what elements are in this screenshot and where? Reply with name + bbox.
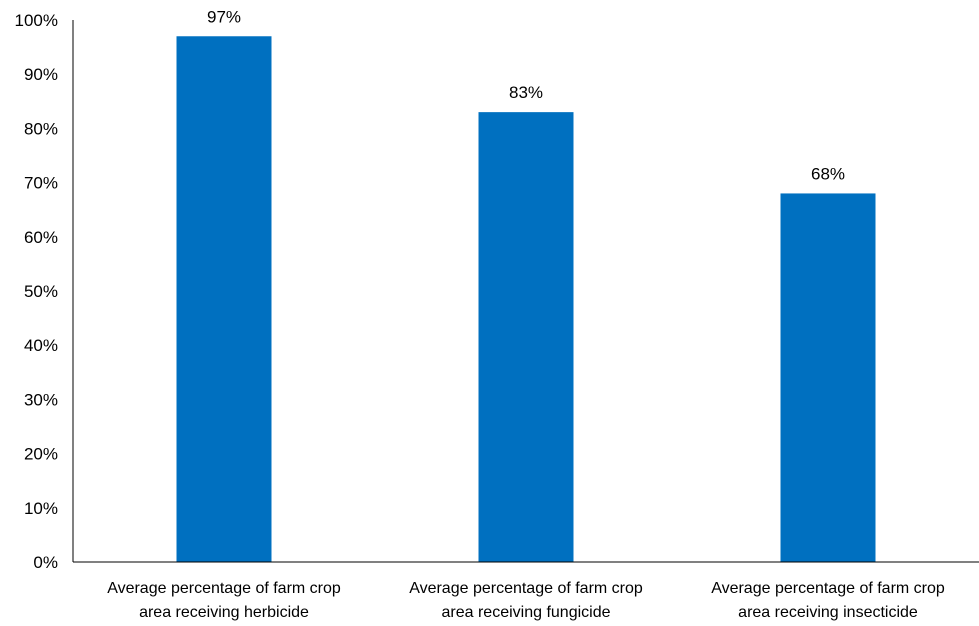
- bar: [780, 193, 876, 562]
- y-tick-label: 70%: [24, 174, 58, 193]
- data-label: 97%: [207, 7, 241, 26]
- y-tick-label: 0%: [33, 553, 58, 572]
- y-tick-label: 100%: [15, 11, 58, 30]
- y-tick-label: 90%: [24, 65, 58, 84]
- y-tick-label: 50%: [24, 282, 58, 301]
- bars: [176, 36, 876, 562]
- x-category-label: area receiving insecticide: [738, 604, 918, 621]
- x-category-label: Average percentage of farm crop: [409, 580, 643, 597]
- y-tick-label: 80%: [24, 119, 58, 138]
- y-tick-label: 30%: [24, 390, 58, 409]
- data-labels: 97% 83% 68%: [207, 7, 845, 183]
- x-category-label: Average percentage of farm crop: [711, 580, 945, 597]
- x-category-label: area receiving fungicide: [442, 604, 611, 621]
- data-label: 68%: [811, 164, 845, 183]
- y-tick-label: 20%: [24, 445, 58, 464]
- y-tick-label: 40%: [24, 336, 58, 355]
- x-category-label: area receiving herbicide: [139, 604, 309, 621]
- x-category-label: Average percentage of farm crop: [107, 580, 341, 597]
- y-axis-tick-labels: 0% 10% 20% 30% 40% 50% 60% 70% 80% 90% 100%: [15, 11, 58, 572]
- y-tick-label: 10%: [24, 499, 58, 518]
- bar: [478, 112, 574, 562]
- category-labels: Average percentage of farm crop area rece…: [107, 580, 945, 621]
- data-label: 83%: [509, 83, 543, 102]
- bar: [176, 36, 272, 562]
- y-tick-label: 60%: [24, 228, 58, 247]
